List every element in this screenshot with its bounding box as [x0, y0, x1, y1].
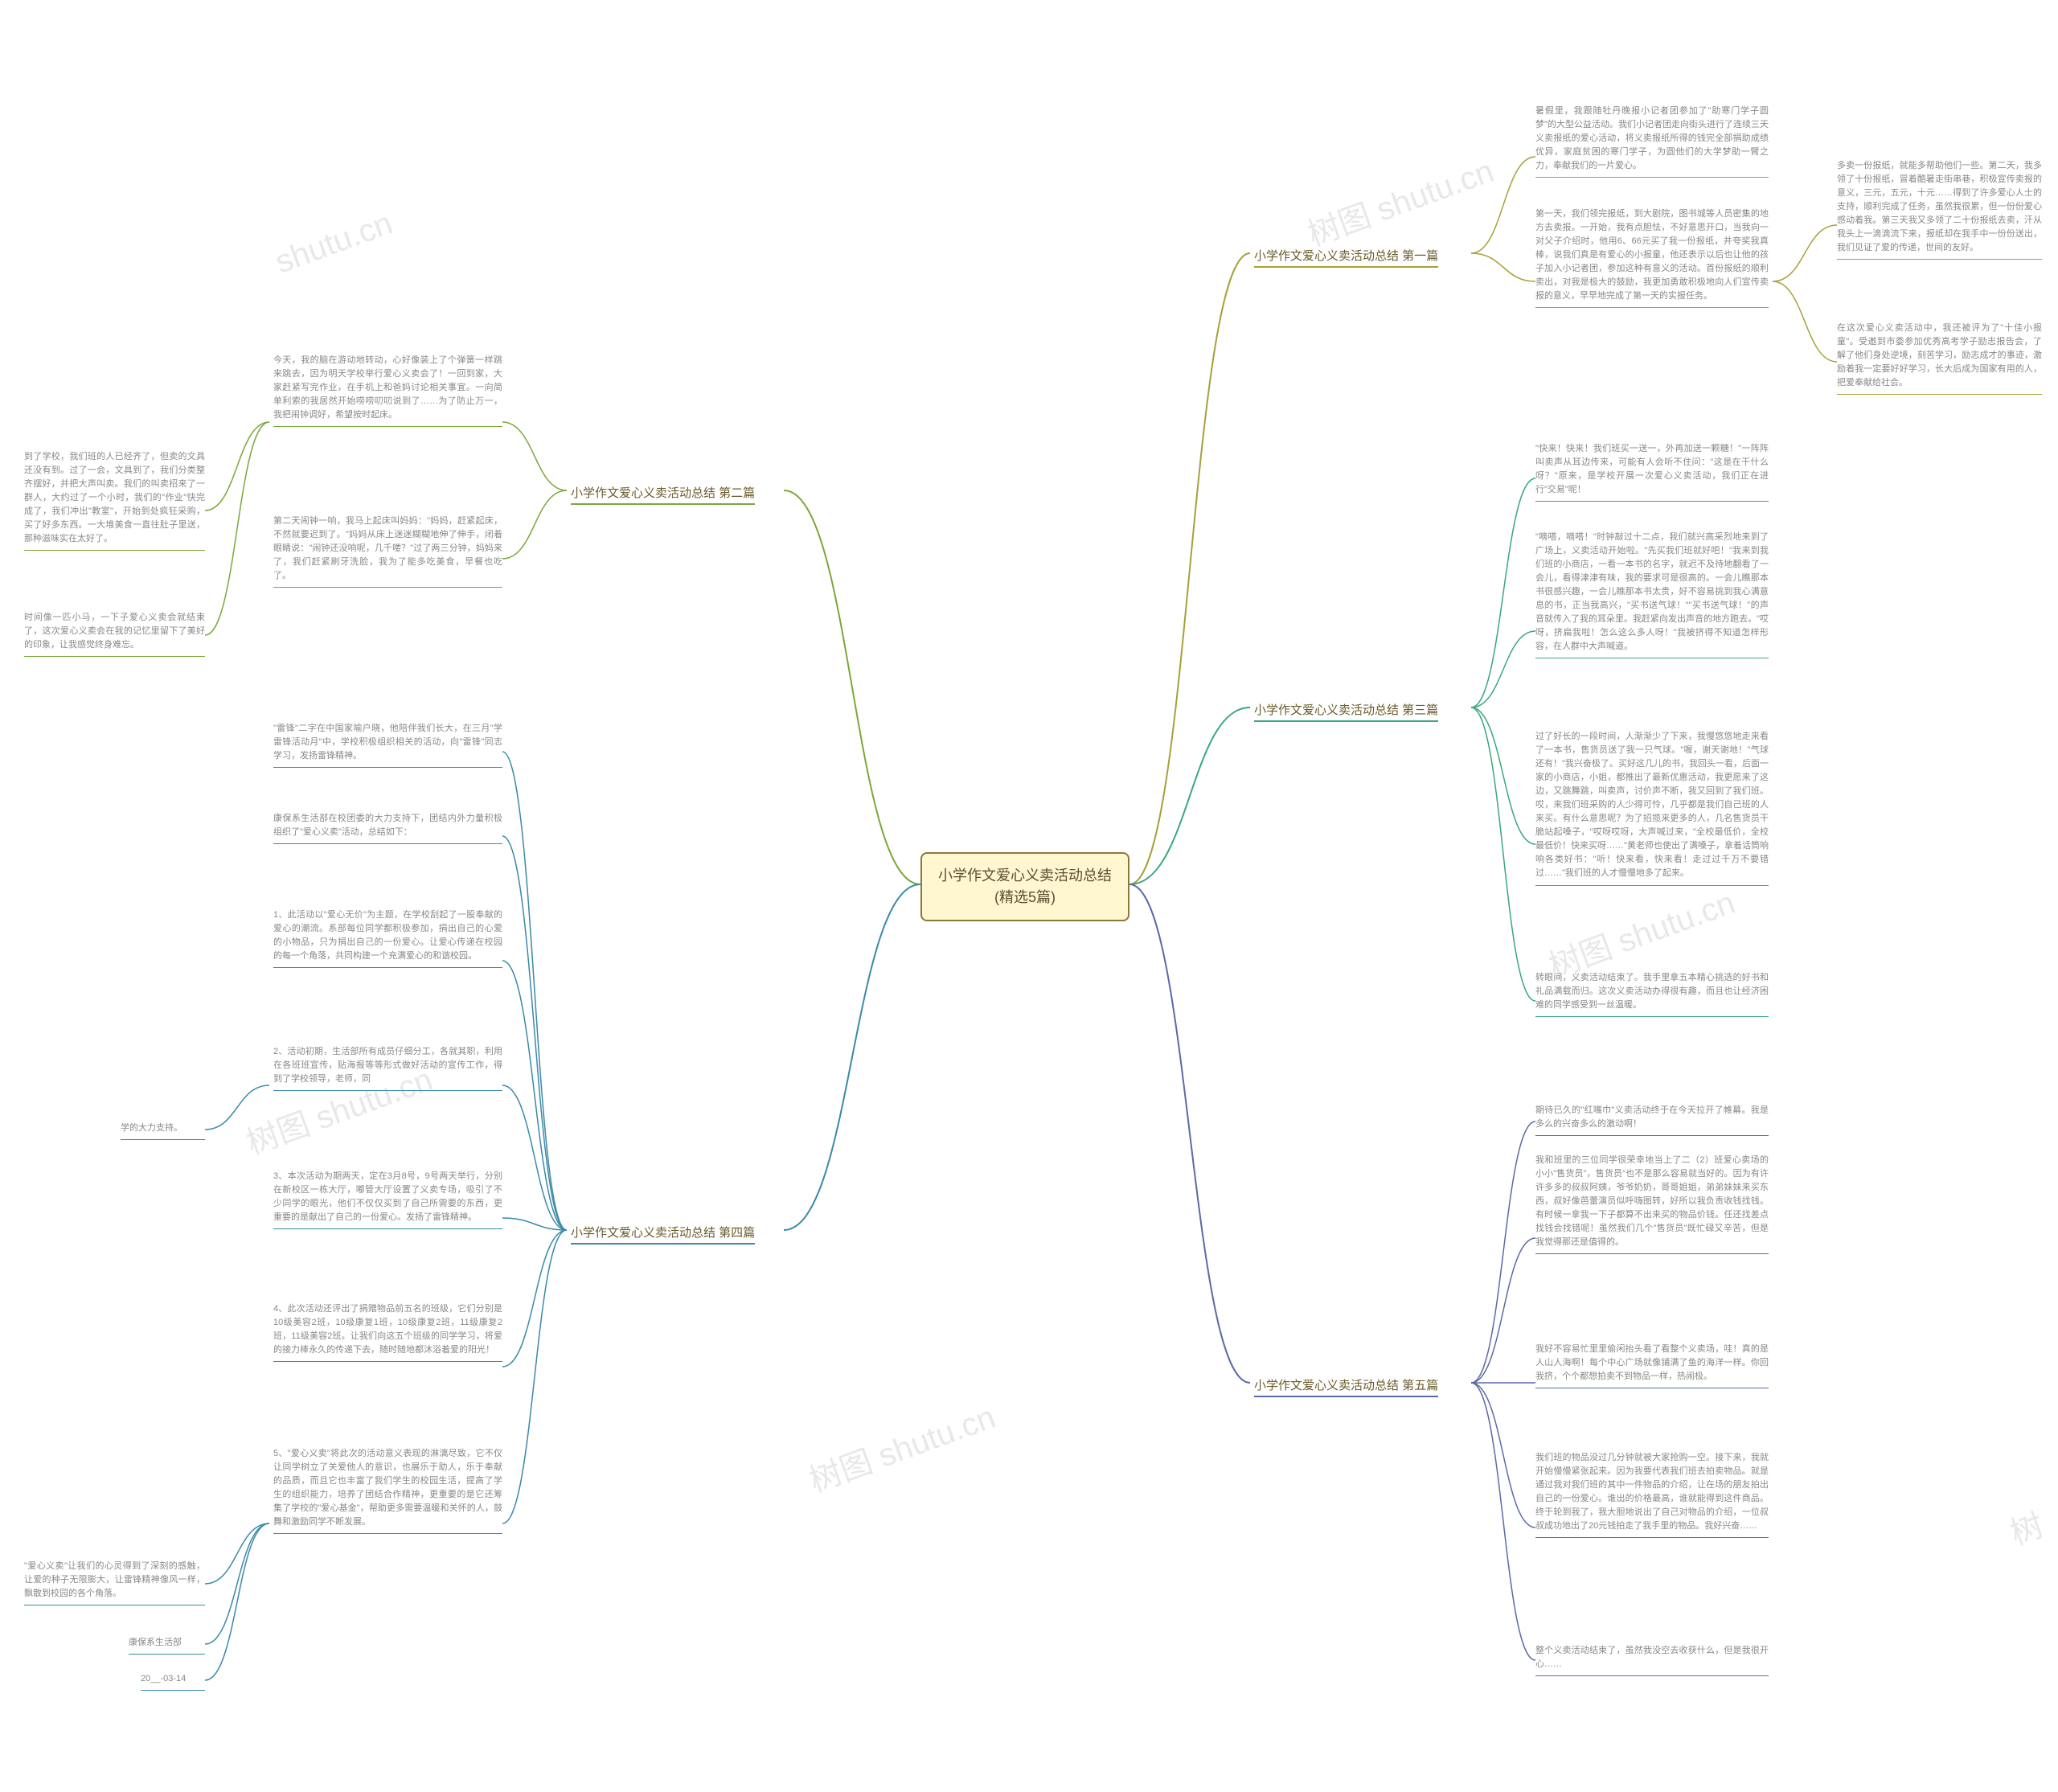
leaf: 我们班的物品没过几分钟就被大家抢购一空。接下来，我就开始慢慢紧张起来。因为我要代…: [1535, 1451, 1769, 1538]
leaf: 4、此次活动还评出了捐赠物品前五名的班级，它们分别是10级美容2班，10级康复1…: [273, 1302, 502, 1362]
leaf: 学的大力支持。: [121, 1122, 205, 1140]
leaf: "嘀嗒，嘀嗒！"时钟敲过十二点，我们就兴高采烈地来到了广场上，义卖活动开始啦。"…: [1535, 531, 1769, 658]
branch5-label: 小学作文爱心义卖活动总结 第五篇: [1254, 1376, 1438, 1397]
branch2-label: 小学作文爱心义卖活动总结 第二篇: [571, 484, 755, 505]
branch3-label: 小学作文爱心义卖活动总结 第三篇: [1254, 701, 1438, 722]
leaf: 整个义卖活动结束了，虽然我没空去收获什么，但是我很开心……: [1535, 1644, 1769, 1676]
branch4-label: 小学作文爱心义卖活动总结 第四篇: [571, 1224, 755, 1245]
leaf: 转眼间，义卖活动结束了。我手里拿五本精心挑选的好书和礼品满载而归。这次义卖活动办…: [1535, 971, 1769, 1017]
leaf: 20__-03-14: [141, 1672, 205, 1691]
watermark: 树: [2003, 1499, 2048, 1554]
leaf: 过了好长的一段时间，人渐渐少了下来，我慢悠悠地走来看了一本书，售货员送了我一只气…: [1535, 730, 1769, 886]
leaf: 5、"爱心义卖"将此次的活动意义表现的淋漓尽致，它不仅让同学树立了关爱他人的意识…: [273, 1447, 502, 1534]
leaf: 康保系生活部: [129, 1636, 205, 1655]
leaf: 时间像一匹小马，一下子爱心义卖会就结束了，这次爱心义卖会在我的记忆里留下了美好的…: [24, 611, 205, 657]
leaf: 今天，我的脑在游动地转动，心好像装上了个弹簧一样跳来跳去，因为明天学校举行爱心义…: [273, 354, 502, 427]
leaf: 2、活动初期，生活部所有成员仔细分工，各就其职，利用在各班班宣传，贴海报等等形式…: [273, 1045, 502, 1091]
leaf: 暑假里，我跟随牡丹晚报小记者团参加了"助寒门学子圆梦"的大型公益活动。我们小记者…: [1535, 105, 1769, 178]
leaf: "雷锋"二字在中国家喻户晓，他陪伴我们长大，在三月"学雷锋活动月"中，学校积极组…: [273, 722, 502, 768]
center-node: 小学作文爱心义卖活动总结(精选5篇): [920, 852, 1129, 921]
branch1-label: 小学作文爱心义卖活动总结 第一篇: [1254, 247, 1438, 268]
leaf: 多卖一份报纸，就能多帮助他们一些。第二天，我多领了十份报纸，冒着酷暑走街串巷，积…: [1837, 159, 2042, 260]
watermark: shutu.cn: [271, 205, 397, 281]
leaf: 在这次爱心义卖活动中，我还被评为了"十佳小报童"。受邀到市委参加优秀高考学子励志…: [1837, 322, 2042, 395]
leaf: 第一天，我们领完报纸，到大剧院，图书城等人员密集的地方去卖报。一开始，我有点胆怯…: [1535, 207, 1769, 308]
watermark: 树图 shutu.cn: [801, 1391, 1001, 1501]
leaf: 第二天闹钟一响，我马上起床叫妈妈："妈妈，赶紧起床，不然就要迟到了。"妈妈从床上…: [273, 515, 502, 588]
leaf: 康保系生活部在校团委的大力支持下，团结内外力量积极组织了"爱心义卖"活动，总结如…: [273, 812, 502, 844]
leaf: 1、此活动以"爱心无价"为主题，在学校刮起了一股奉献的爱心的潮流。系部每位同学都…: [273, 908, 502, 968]
leaf: 我好不容易忙里里偷闲抬头看了看整个义卖场，哇！真的是人山人海啊！每个中心广场就像…: [1535, 1343, 1769, 1388]
watermark: 树图 shutu.cn: [1300, 145, 1499, 255]
leaf: "爱心义卖"让我们的心灵得到了深刻的感触，让爱的种子无限膨大，让雷锋精神像风一样…: [24, 1560, 205, 1605]
leaf: 期待已久的"红嘴巾"义卖活动终于在今天拉开了帷幕。我是多么的兴奋多么的激动啊！: [1535, 1104, 1769, 1136]
leaf: 3、本次活动为期两天，定在3月8号，9号两天举行，分别在新校区一栋大厅，嘟管大厅…: [273, 1170, 502, 1229]
leaf: 我和班里的三位同学很荣幸地当上了二（2）班爱心卖场的小小"售货员"，售货员"也不…: [1535, 1154, 1769, 1254]
leaf: "快来！快来！我们班买一送一，外再加送一颗糖！"一阵阵叫卖声从耳边传来，可能有人…: [1535, 442, 1769, 502]
leaf: 到了学校，我们班的人已经齐了，但卖的文具还没有到。过了一会，文具到了，我们分类整…: [24, 450, 205, 551]
